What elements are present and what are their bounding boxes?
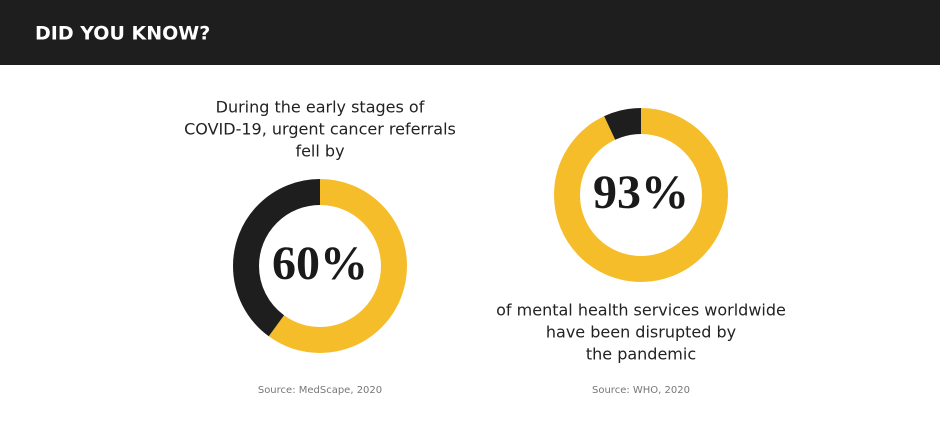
caption-line: fell by [295,142,344,161]
header-title: DID YOU KNOW? [35,23,210,45]
caption-line: the pandemic [586,345,696,364]
center-value-label: 60% [272,237,368,290]
caption-line: have been disrupted by [546,323,736,342]
caption-line: of mental health services worldwide [496,301,786,320]
donut-segment [554,108,728,282]
source: Source: WHO, 2020 [592,385,690,396]
center-value-label: 93% [593,166,689,219]
donut-segment [233,179,407,353]
caption-line: During the early stages of [216,98,425,117]
header-bar [0,0,940,65]
caption-line: COVID-19, urgent cancer referrals [184,120,456,139]
source: Source: MedScape, 2020 [258,385,382,396]
